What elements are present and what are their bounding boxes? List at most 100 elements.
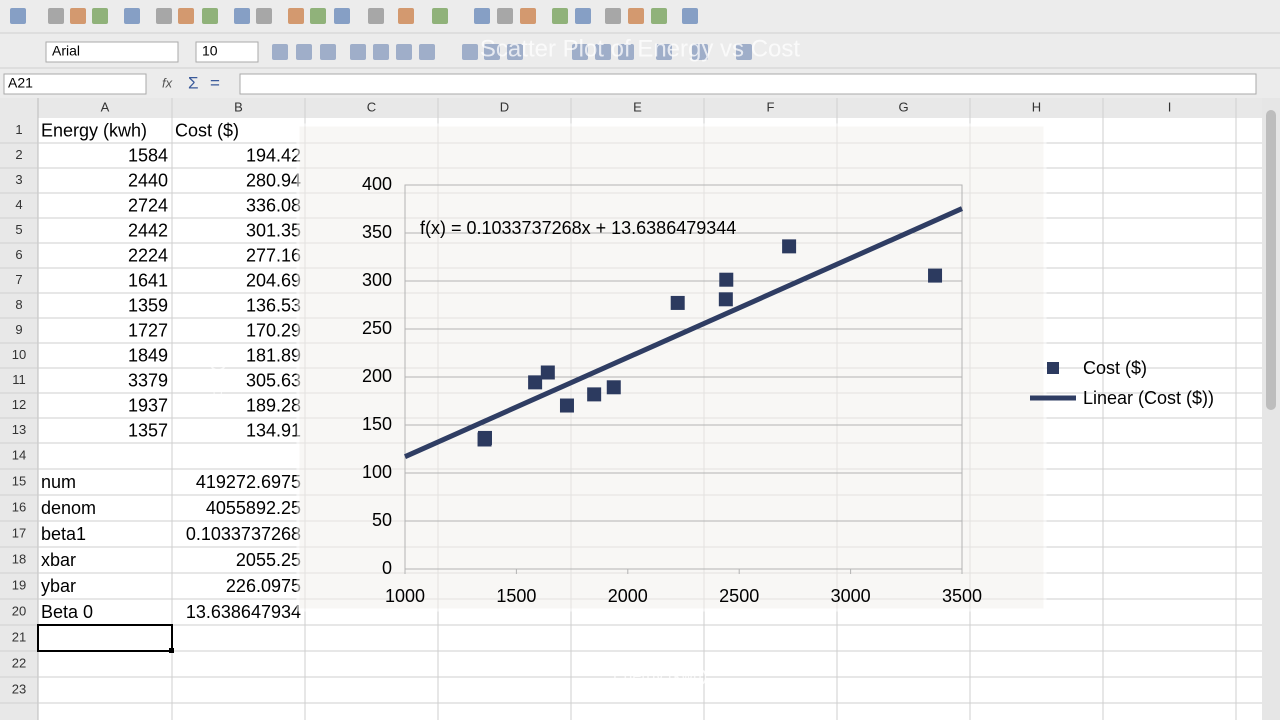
toolbar-icon[interactable] [474,8,490,24]
toolbar-icon[interactable] [368,8,384,24]
point [782,239,797,254]
ghost-x-label: Energy (kwh) [613,668,707,685]
x-tick-label: 2000 [608,586,648,606]
font-size-box[interactable] [195,41,259,63]
format-icon[interactable] [419,44,435,60]
toolbar-icon[interactable] [334,8,350,24]
trendline-equation: f(x) = 0.1033737268x + 13.6386479344 [420,218,736,238]
format-icon[interactable] [373,44,389,60]
row-header: 7 [15,272,22,287]
toolbar-icon[interactable] [398,8,414,24]
cell: denom [41,498,96,518]
cell: 226.0975 [226,576,301,596]
format-icon[interactable] [296,44,312,60]
format-icon[interactable] [736,44,752,60]
cell: 301.35 [246,220,301,240]
name-box-text: A21 [8,75,33,91]
row-header: 23 [12,681,26,696]
row-header: 22 [12,655,26,670]
formula-button[interactable]: = [210,73,220,92]
row-header: 14 [12,447,26,462]
point [718,292,733,307]
format-icon[interactable] [618,44,634,60]
toolbar-icon[interactable] [234,8,250,24]
row-header: 18 [12,551,26,566]
toolbar-icon[interactable] [70,8,86,24]
row-header: 6 [15,247,22,262]
cell: 1849 [128,345,168,365]
legend-marker [1047,362,1059,374]
name-box[interactable] [3,73,147,95]
toolbar-icon[interactable] [48,8,64,24]
cell: Energy (kwh) [41,120,147,140]
cell: 2055.25 [236,550,301,570]
row-header: 11 [12,372,26,387]
format-icon[interactable] [462,44,478,60]
toolbar-icon[interactable] [124,8,140,24]
toolbar-icon[interactable] [628,8,644,24]
row-header: 15 [12,473,26,488]
point [719,272,734,287]
cell: xbar [41,550,76,570]
toolbar-icon[interactable] [651,8,667,24]
format-icon[interactable] [572,44,588,60]
row-header: 17 [12,525,26,540]
point [477,432,492,447]
formula-input[interactable] [239,73,1257,95]
scrollbar-thumb[interactable] [1266,110,1276,410]
point [540,365,555,380]
cell: Cost ($) [175,120,239,140]
toolbar-icon[interactable] [178,8,194,24]
toolbar-icon[interactable] [310,8,326,24]
toolbar-icon[interactable] [202,8,218,24]
font-size: 10 [202,43,218,59]
toolbar-icon[interactable] [432,8,448,24]
y-tick-label: 50 [372,510,392,530]
point [587,387,602,402]
y-tick-label: 200 [362,366,392,386]
ghost-title: Scatter Plot of Energy vs Cost [480,35,800,62]
toolbar-icon[interactable] [92,8,108,24]
format-icon[interactable] [507,44,523,60]
row-header: 20 [12,603,26,618]
toolbar-icon[interactable] [256,8,272,24]
column-header: H [1032,99,1041,114]
format-icon[interactable] [350,44,366,60]
toolbar-icon[interactable] [497,8,513,24]
trendline [403,206,964,459]
ghost-y-label: Cost ($) [209,352,226,409]
cell: 1359 [128,295,168,315]
format-icon[interactable] [272,44,288,60]
toolbar-icon[interactable] [288,8,304,24]
toolbar-icon[interactable] [575,8,591,24]
column-header: E [633,99,642,114]
cell: 134.91 [246,420,301,440]
plot-border [404,184,963,570]
column-header: I [1168,99,1172,114]
format-icon[interactable] [484,44,500,60]
selected-cell [37,624,173,652]
format-icon[interactable] [320,44,336,60]
y-tick-label: 100 [362,462,392,482]
format-icon[interactable] [656,44,672,60]
standard-toolbar [10,8,752,60]
toolbar-icon[interactable] [520,8,536,24]
x-tick-label: 1000 [385,586,425,606]
sum-button[interactable]: Σ [188,73,199,92]
function-wizard-icon[interactable]: fx [162,75,173,90]
toolbar-icon[interactable] [552,8,568,24]
toolbar-icon[interactable] [156,8,172,24]
font-name-box[interactable] [45,41,179,63]
toolbar-icon[interactable] [682,8,698,24]
row-header: 10 [12,347,26,362]
toolbar-icon[interactable] [605,8,621,24]
toolbar-icon[interactable] [10,8,26,24]
format-icon[interactable] [692,44,708,60]
cell: 4055892.25 [206,498,301,518]
point [670,295,685,310]
format-icon[interactable] [595,44,611,60]
y-tick-label: 300 [362,270,392,290]
format-icon[interactable] [396,44,412,60]
row-header: 5 [15,222,22,237]
row-header: 8 [15,297,22,312]
